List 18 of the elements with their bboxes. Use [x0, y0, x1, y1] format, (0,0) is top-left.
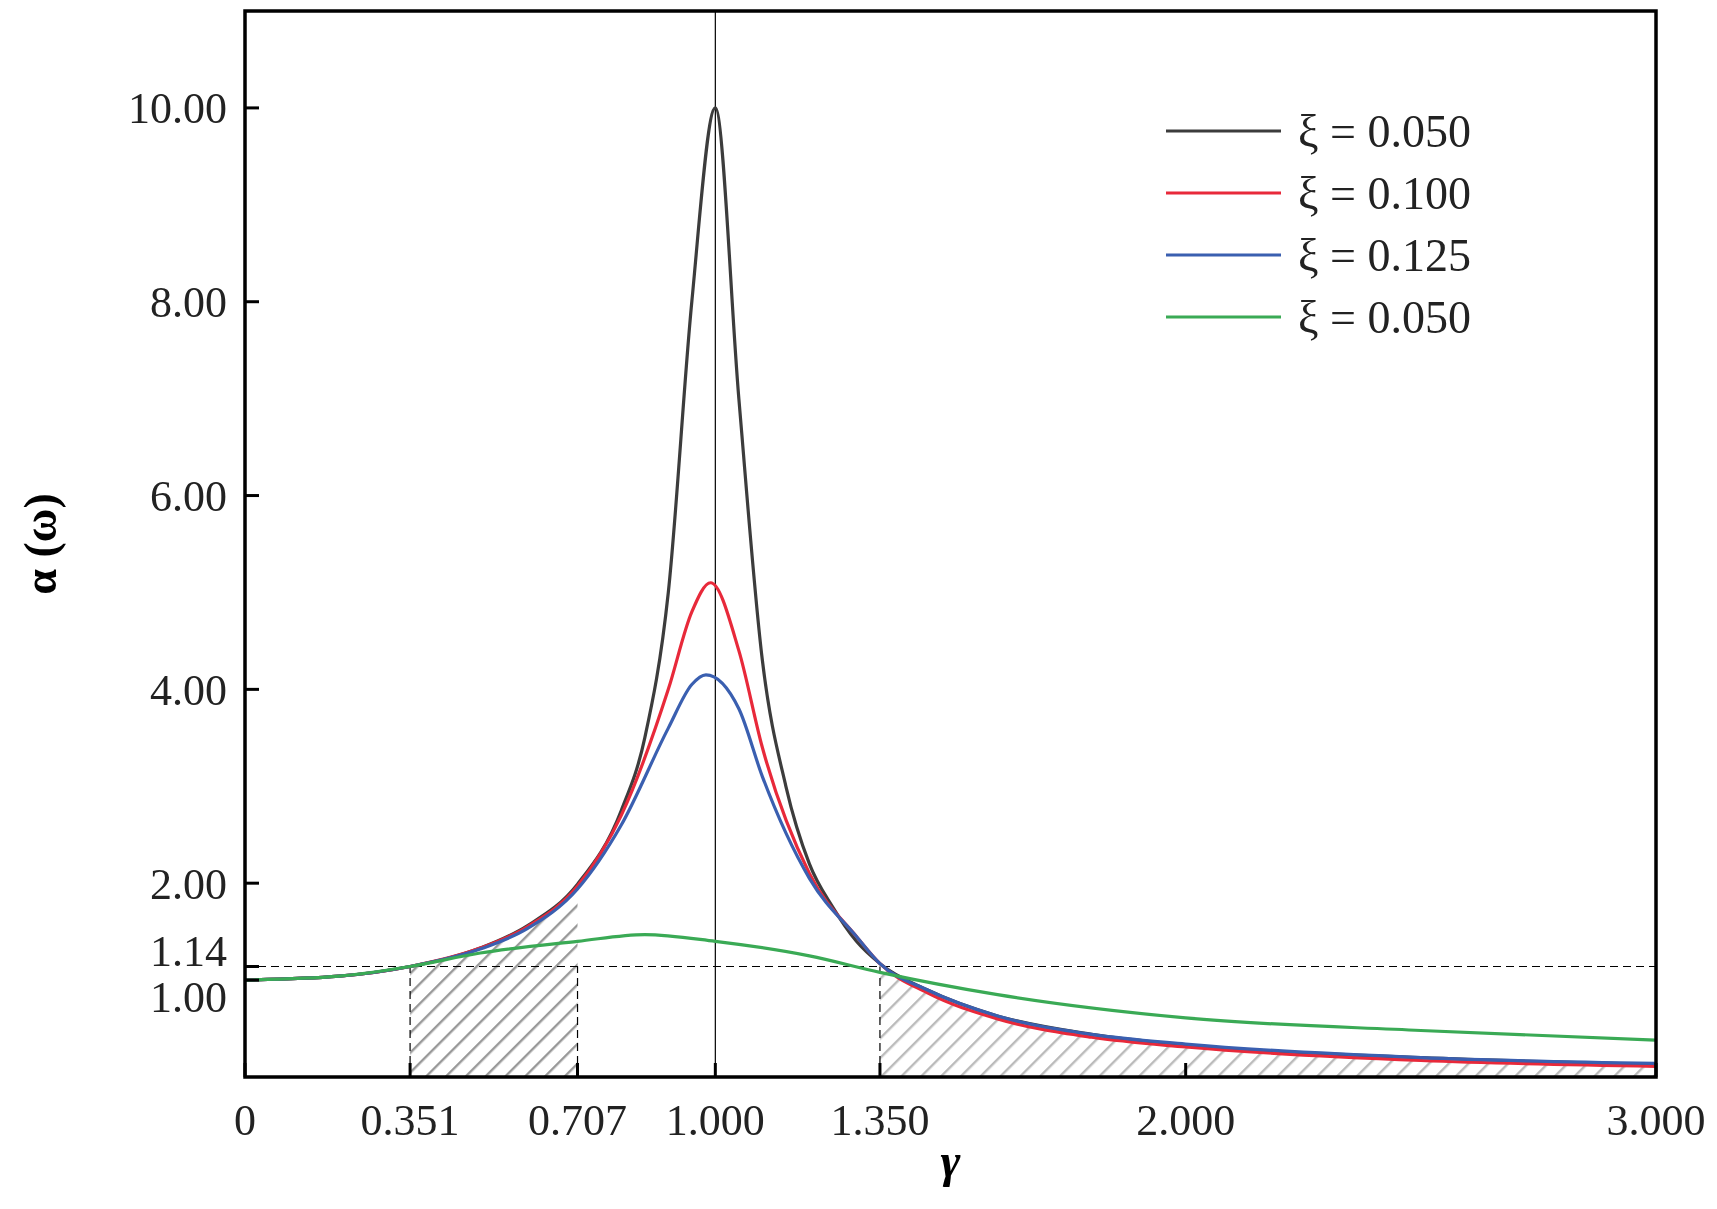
y-tick-label: 6.00	[150, 471, 227, 521]
x-tick-label: 0	[234, 1096, 256, 1145]
x-tick-label: 0.351	[360, 1096, 460, 1145]
legend-label: ξ = 0.050	[1298, 292, 1471, 344]
x-axis-title: γ	[940, 1134, 961, 1187]
legend-label: ξ = 0.125	[1298, 230, 1471, 282]
y-tick-label: 8.00	[150, 278, 227, 328]
x-tick-label: 1.350	[830, 1096, 930, 1145]
y-tick-label: 10.00	[128, 84, 227, 134]
x-tick-label: 3.000	[1606, 1096, 1706, 1145]
y-tick-label: 2.00	[150, 859, 227, 909]
legend-label: ξ = 0.100	[1298, 168, 1471, 220]
y-axis-title: α (ω)	[15, 493, 66, 595]
x-tick-label: 2.000	[1136, 1096, 1236, 1145]
x-tick-label: 0.707	[528, 1096, 628, 1145]
y-tick-label: 4.00	[150, 665, 227, 715]
x-tick-label: 1.000	[665, 1096, 765, 1145]
legend-label: ξ = 0.050	[1298, 106, 1471, 158]
